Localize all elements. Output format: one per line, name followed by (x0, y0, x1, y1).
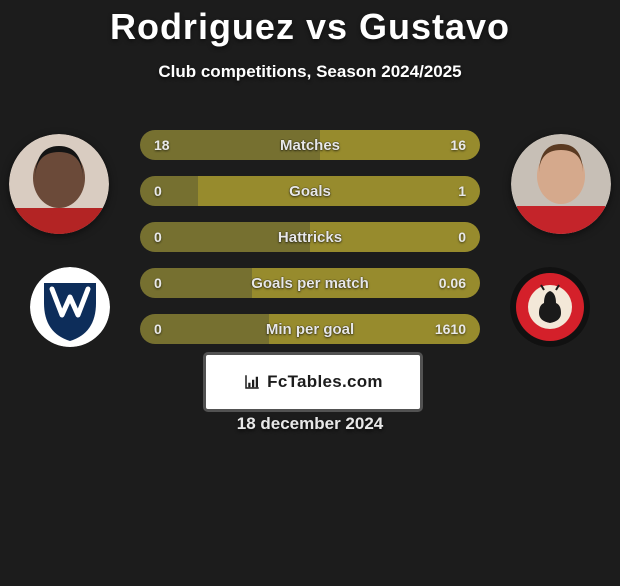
stat-value-right: 16 (436, 130, 480, 160)
stat-value-right: 1 (444, 176, 480, 206)
stat-row: 0 Min per goal 1610 (140, 314, 480, 344)
player-left-portrait (9, 134, 109, 234)
stat-value-right: 0 (444, 222, 480, 252)
stat-row: 0 Goals per match 0.06 (140, 268, 480, 298)
club-left-badge (30, 267, 110, 347)
chart-icon (243, 373, 261, 391)
stat-label: Goals (140, 176, 480, 206)
stats-bars: 18 Matches 16 0 Goals 1 0 Hattricks 0 0 … (140, 130, 480, 360)
stat-value-right: 0.06 (425, 268, 480, 298)
date-text: 18 december 2024 (0, 414, 620, 434)
stat-label: Matches (140, 130, 480, 160)
attribution-badge: FcTables.com (203, 352, 423, 412)
stat-row: 0 Hattricks 0 (140, 222, 480, 252)
page-title: Rodriguez vs Gustavo (0, 6, 620, 48)
subtitle: Club competitions, Season 2024/2025 (0, 62, 620, 82)
stat-row: 0 Goals 1 (140, 176, 480, 206)
stat-label: Hattricks (140, 222, 480, 252)
club-right-badge (510, 267, 590, 347)
attribution-text: FcTables.com (267, 372, 383, 392)
stat-row: 18 Matches 16 (140, 130, 480, 160)
stat-value-right: 1610 (421, 314, 480, 344)
player-right-portrait (511, 134, 611, 234)
